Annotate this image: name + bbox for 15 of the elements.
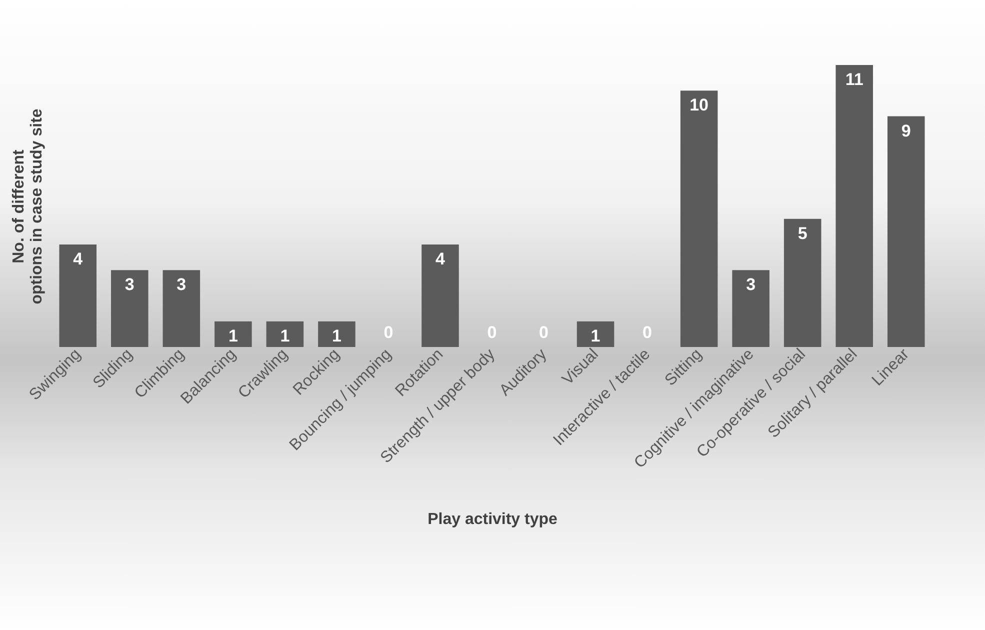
data-label: 11 bbox=[845, 70, 864, 89]
data-label: 5 bbox=[798, 224, 808, 243]
data-label: 1 bbox=[332, 326, 342, 346]
data-label: 3 bbox=[124, 275, 134, 294]
x-axis-title: Play activity type bbox=[428, 510, 558, 528]
data-label: 4 bbox=[73, 249, 84, 268]
y-axis-title: No. of different options in case study site bbox=[10, 108, 46, 304]
data-label: 3 bbox=[176, 275, 186, 294]
data-label: 10 bbox=[690, 96, 709, 115]
data-label: 9 bbox=[901, 121, 911, 140]
data-label: 1 bbox=[280, 326, 290, 346]
data-label: 1 bbox=[228, 326, 238, 346]
data-label: 4 bbox=[436, 249, 446, 268]
data-label: 3 bbox=[746, 275, 756, 294]
data-label: 1 bbox=[590, 326, 600, 346]
